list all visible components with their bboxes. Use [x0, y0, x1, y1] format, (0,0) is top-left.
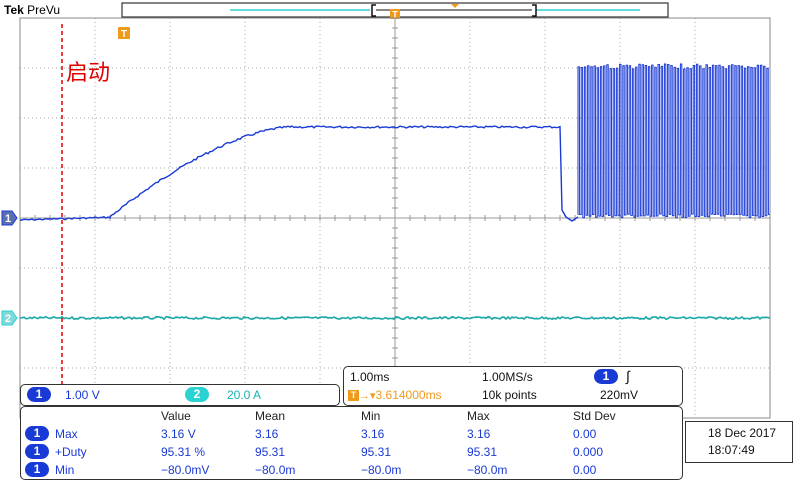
meas-row-min: 95.31 — [361, 445, 392, 459]
trigger-source-badge[interactable]: 1 — [594, 369, 618, 385]
ch1-pwm-pulses — [577, 63, 770, 219]
acquisition-mode: PreVu — [27, 3, 61, 17]
brand-header: Tek PreVu — [4, 3, 60, 17]
record-trigger-arrow — [451, 4, 459, 8]
meas-row-name: +Duty — [55, 445, 87, 459]
ch2-badge[interactable]: 2 — [185, 387, 209, 403]
col-header-mean: Mean — [255, 409, 286, 423]
trigger-offset-icon: T — [348, 390, 359, 402]
meas-row-max: 3.16 — [467, 427, 491, 441]
ch2-ground-label: 2 — [5, 313, 11, 325]
ch1-scale: 1.00 V — [65, 388, 100, 402]
meas-row-stddev: 0.000 — [573, 445, 604, 459]
ch2-ground-marker[interactable]: 2 — [1, 310, 18, 326]
col-header-value: Value — [161, 409, 191, 423]
meas-row-max: 95.31 — [467, 445, 498, 459]
ch1-waveform — [20, 125, 579, 222]
ch2-scale: 20.0 A — [227, 388, 262, 402]
sample-rate: 1.00MS/s — [482, 370, 533, 384]
meas-row-mean: 95.31 — [255, 445, 286, 459]
meas-row-value: −80.0mV — [161, 463, 210, 477]
meas-row-stddev: 0.00 — [573, 427, 597, 441]
meas-row-stddev: 0.00 — [573, 463, 597, 477]
meas-row-name: Min — [55, 463, 75, 477]
measurement-table[interactable]: Value Mean Min Max Std Dev 1 Max 3.16 V … — [20, 406, 683, 480]
col-header-stddev: Std Dev — [573, 409, 616, 423]
startup-annotation: 启动 — [66, 61, 111, 86]
brand-logo: Tek — [4, 3, 24, 17]
date-display: 18 Dec 2017 — [708, 426, 777, 440]
meas-row-min: −80.0m — [361, 463, 402, 477]
acquisition-readout[interactable]: 1.00ms 1.00MS/s 1 ∫ T →▾3.614000ms 10k po… — [343, 366, 683, 406]
meas-row-min: 3.16 — [361, 427, 385, 441]
top-trigger-marker-icon — [390, 9, 400, 19]
view-bracket-right — [532, 4, 537, 17]
trigger-position-icon[interactable] — [118, 27, 130, 39]
ch2-waveform — [19, 315, 771, 321]
meas-row-value: 3.16 V — [161, 427, 196, 441]
trigger-position: 3.614000ms — [375, 388, 442, 402]
trigger-level: 220mV — [600, 388, 639, 402]
meas-row-channel-badge[interactable]: 1 — [25, 444, 49, 460]
meas-row-mean: 3.16 — [255, 427, 279, 441]
meas-row-channel-badge[interactable]: 1 — [25, 462, 49, 478]
ch1-ground-label: 1 — [5, 213, 11, 225]
meas-row-max: −80.0m — [467, 463, 508, 477]
meas-row-mean: −80.0m — [255, 463, 296, 477]
meas-row-channel-badge[interactable]: 1 — [25, 426, 49, 442]
trigger-slope-icon: ∫ — [626, 368, 630, 384]
meas-row-value: 95.31 % — [161, 445, 206, 459]
ch1-badge[interactable]: 1 — [27, 387, 51, 403]
time-display: 18:07:49 — [708, 443, 755, 457]
trigger-offset-arrow-icon: →▾ — [359, 390, 376, 402]
time-per-div: 1.00ms — [350, 370, 390, 384]
channel-scale-readout[interactable]: 1 1.00 V 2 20.0 A — [20, 384, 340, 406]
meas-row-name: Max — [55, 427, 78, 441]
top-trigger-marker-label: T — [392, 10, 398, 20]
record-length: 10k points — [482, 388, 537, 402]
trigger-position-label: T — [121, 29, 127, 40]
ch1-ground-marker[interactable]: 1 — [1, 210, 18, 226]
datetime-readout: 18 Dec 2017 18:07:49 — [685, 421, 793, 463]
col-header-min: Min — [361, 409, 381, 423]
col-header-max: Max — [467, 409, 490, 423]
view-bracket-left — [371, 4, 376, 17]
